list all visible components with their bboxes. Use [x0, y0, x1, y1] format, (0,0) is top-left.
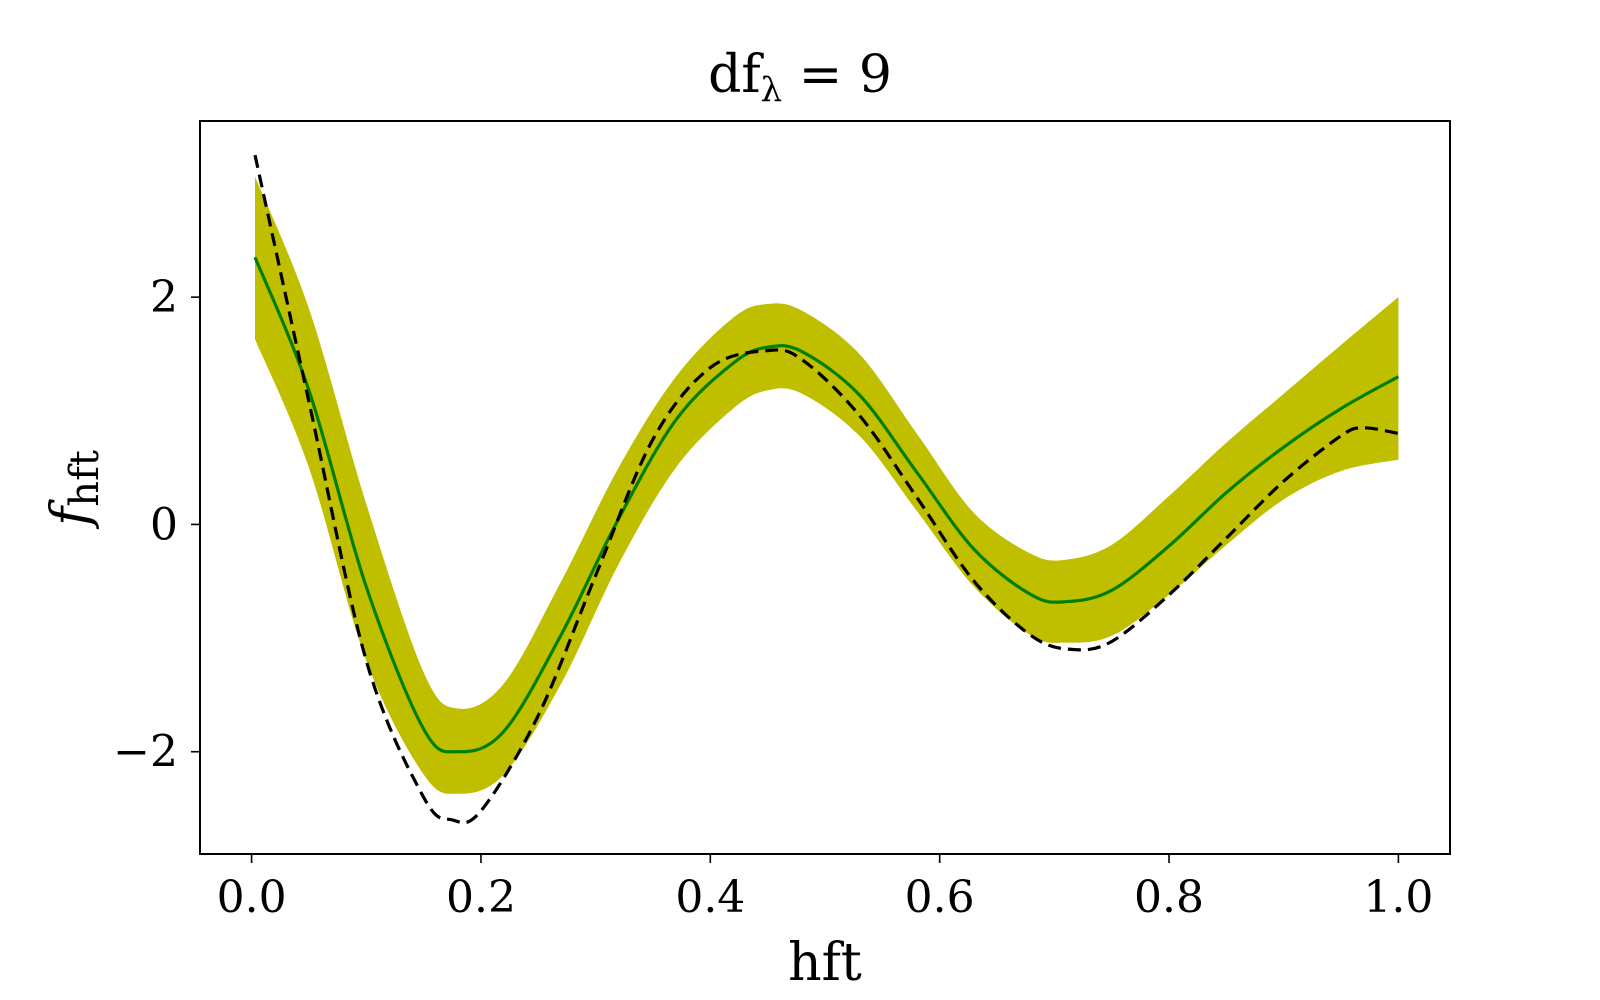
x-tick-label: 0.6 [905, 872, 975, 923]
true-function-curve [253, 154, 1399, 825]
chart-title-subscript: λ [761, 70, 783, 110]
y-axis-title-group: fhft [41, 450, 108, 530]
plot-frame [199, 120, 1451, 855]
chart-title-base: df [708, 45, 764, 105]
y-tick-label: 2 [150, 272, 178, 323]
x-tick-label: 0.0 [217, 872, 287, 923]
y-tick-label: 0 [150, 499, 178, 550]
y-axis-title-subscript: hft [62, 450, 108, 507]
x-tick-label: 0.2 [446, 872, 516, 923]
x-axis: 0.0 0.2 0.4 0.6 0.8 1.0 [217, 854, 1433, 923]
y-axis: −2 0 2 [113, 272, 200, 778]
fitted-curve [253, 256, 1400, 754]
y-axis-title: fhft [41, 450, 108, 530]
x-tick-label: 0.4 [675, 872, 745, 923]
x-axis-title: hft [788, 933, 862, 993]
confidence-band [255, 176, 1399, 794]
plot-area [253, 154, 1400, 825]
x-tick-label: 1.0 [1363, 872, 1433, 923]
x-tick-label: 0.8 [1134, 872, 1204, 923]
y-tick-label: −2 [113, 727, 178, 778]
chart-title: dfλ = 9 [708, 45, 892, 110]
chart-title-rest: = 9 [782, 45, 892, 105]
